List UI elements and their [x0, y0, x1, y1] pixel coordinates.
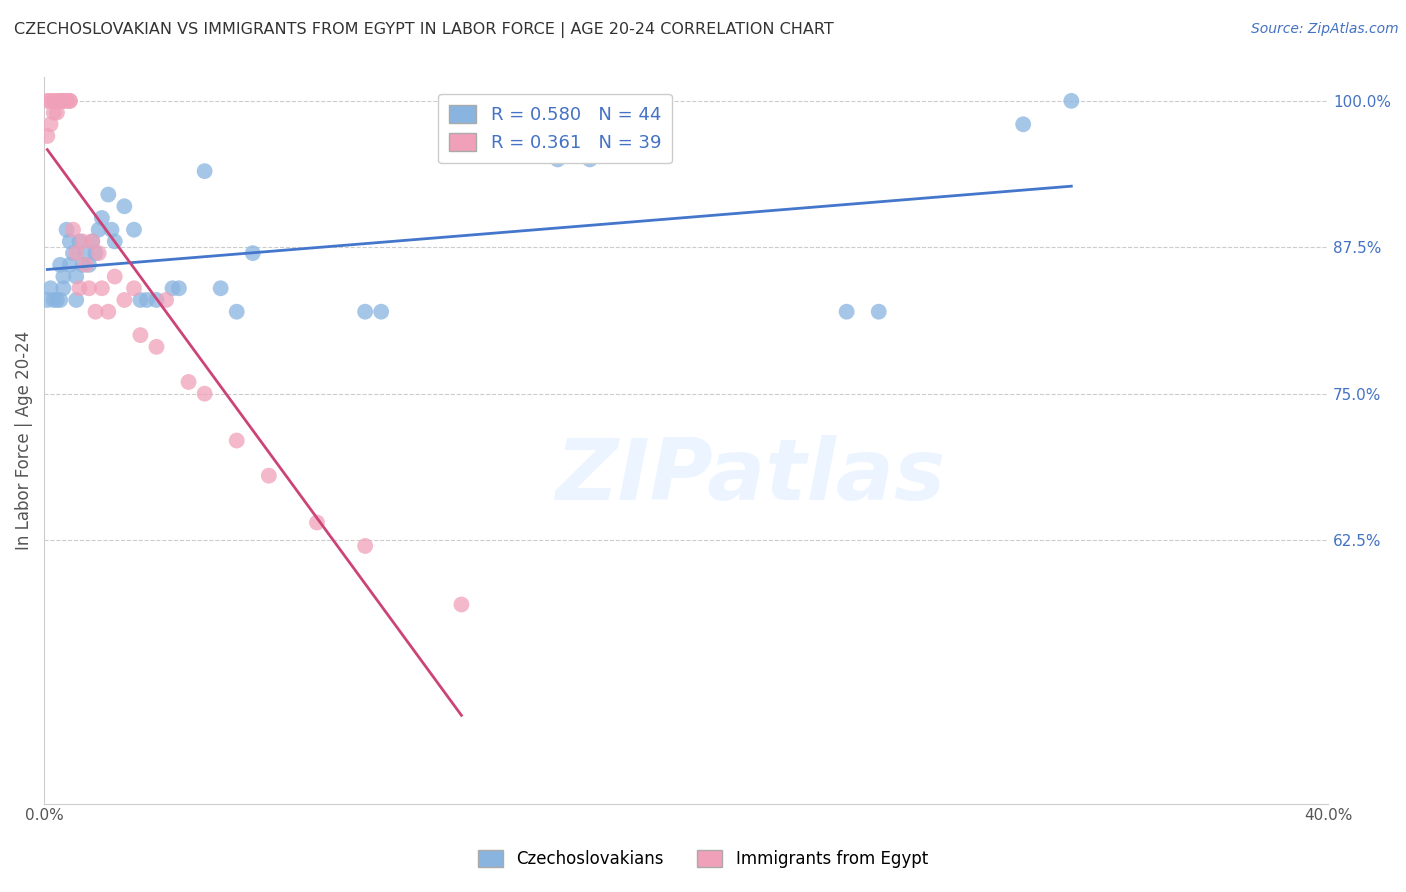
- Point: [59, 258, 82, 272]
- Point: [1012, 117, 1035, 131]
- Point: [87, 246, 110, 260]
- Point: [39, 94, 62, 108]
- Point: [135, 293, 157, 307]
- Point: [39, 117, 62, 131]
- Point: [52, 94, 75, 108]
- Point: [97, 304, 120, 318]
- Point: [305, 516, 328, 530]
- Point: [225, 434, 247, 448]
- Point: [59, 94, 82, 108]
- Point: [84, 304, 107, 318]
- Point: [72, 235, 94, 249]
- Point: [67, 281, 90, 295]
- Point: [155, 293, 177, 307]
- Point: [209, 281, 232, 295]
- Point: [100, 223, 122, 237]
- Point: [1060, 94, 1083, 108]
- Point: [104, 269, 127, 284]
- Point: [49, 258, 72, 272]
- Point: [225, 304, 247, 318]
- Point: [90, 211, 112, 225]
- Point: [112, 199, 135, 213]
- Point: [37, 128, 59, 143]
- Text: CZECHOSLOVAKIAN VS IMMIGRANTS FROM EGYPT IN LABOR FORCE | AGE 20-24 CORRELATION : CZECHOSLOVAKIAN VS IMMIGRANTS FROM EGYPT…: [14, 22, 834, 38]
- Point: [46, 293, 69, 307]
- Point: [242, 246, 264, 260]
- Point: [37, 94, 59, 108]
- Point: [104, 235, 127, 249]
- Point: [82, 235, 104, 249]
- Point: [868, 304, 890, 318]
- Point: [112, 293, 135, 307]
- Point: [72, 258, 94, 272]
- Point: [354, 304, 377, 318]
- Point: [90, 281, 112, 295]
- Point: [84, 246, 107, 260]
- Point: [52, 269, 75, 284]
- Point: [65, 269, 87, 284]
- Point: [177, 375, 200, 389]
- Point: [75, 246, 97, 260]
- Point: [129, 293, 152, 307]
- Point: [49, 94, 72, 108]
- Point: [145, 293, 167, 307]
- Point: [77, 258, 100, 272]
- Point: [49, 293, 72, 307]
- Point: [97, 187, 120, 202]
- Point: [37, 293, 59, 307]
- Point: [75, 258, 97, 272]
- Point: [354, 539, 377, 553]
- Point: [52, 94, 75, 108]
- Point: [52, 281, 75, 295]
- Point: [42, 293, 65, 307]
- Point: [62, 246, 84, 260]
- Point: [77, 281, 100, 295]
- Point: [42, 105, 65, 120]
- Point: [122, 281, 145, 295]
- Point: [145, 340, 167, 354]
- Point: [59, 94, 82, 108]
- Point: [65, 246, 87, 260]
- Point: [55, 223, 77, 237]
- Point: [39, 281, 62, 295]
- Point: [87, 223, 110, 237]
- Text: ZIPatlas: ZIPatlas: [555, 435, 945, 518]
- Text: Source: ZipAtlas.com: Source: ZipAtlas.com: [1251, 22, 1399, 37]
- Point: [450, 598, 472, 612]
- Point: [67, 235, 90, 249]
- Point: [194, 386, 217, 401]
- Point: [65, 293, 87, 307]
- Point: [46, 94, 69, 108]
- Point: [257, 468, 280, 483]
- Point: [59, 235, 82, 249]
- Point: [162, 281, 184, 295]
- Point: [42, 94, 65, 108]
- Point: [122, 223, 145, 237]
- Y-axis label: In Labor Force | Age 20-24: In Labor Force | Age 20-24: [15, 331, 32, 550]
- Point: [167, 281, 190, 295]
- Point: [82, 235, 104, 249]
- Point: [46, 105, 69, 120]
- Point: [55, 94, 77, 108]
- Legend: Czechoslovakians, Immigrants from Egypt: Czechoslovakians, Immigrants from Egypt: [471, 843, 935, 875]
- Point: [62, 223, 84, 237]
- Point: [547, 153, 569, 167]
- Point: [579, 153, 602, 167]
- Point: [194, 164, 217, 178]
- Point: [129, 328, 152, 343]
- Point: [49, 94, 72, 108]
- Point: [835, 304, 858, 318]
- Legend: R = 0.580   N = 44, R = 0.361   N = 39: R = 0.580 N = 44, R = 0.361 N = 39: [439, 94, 672, 163]
- Point: [370, 304, 392, 318]
